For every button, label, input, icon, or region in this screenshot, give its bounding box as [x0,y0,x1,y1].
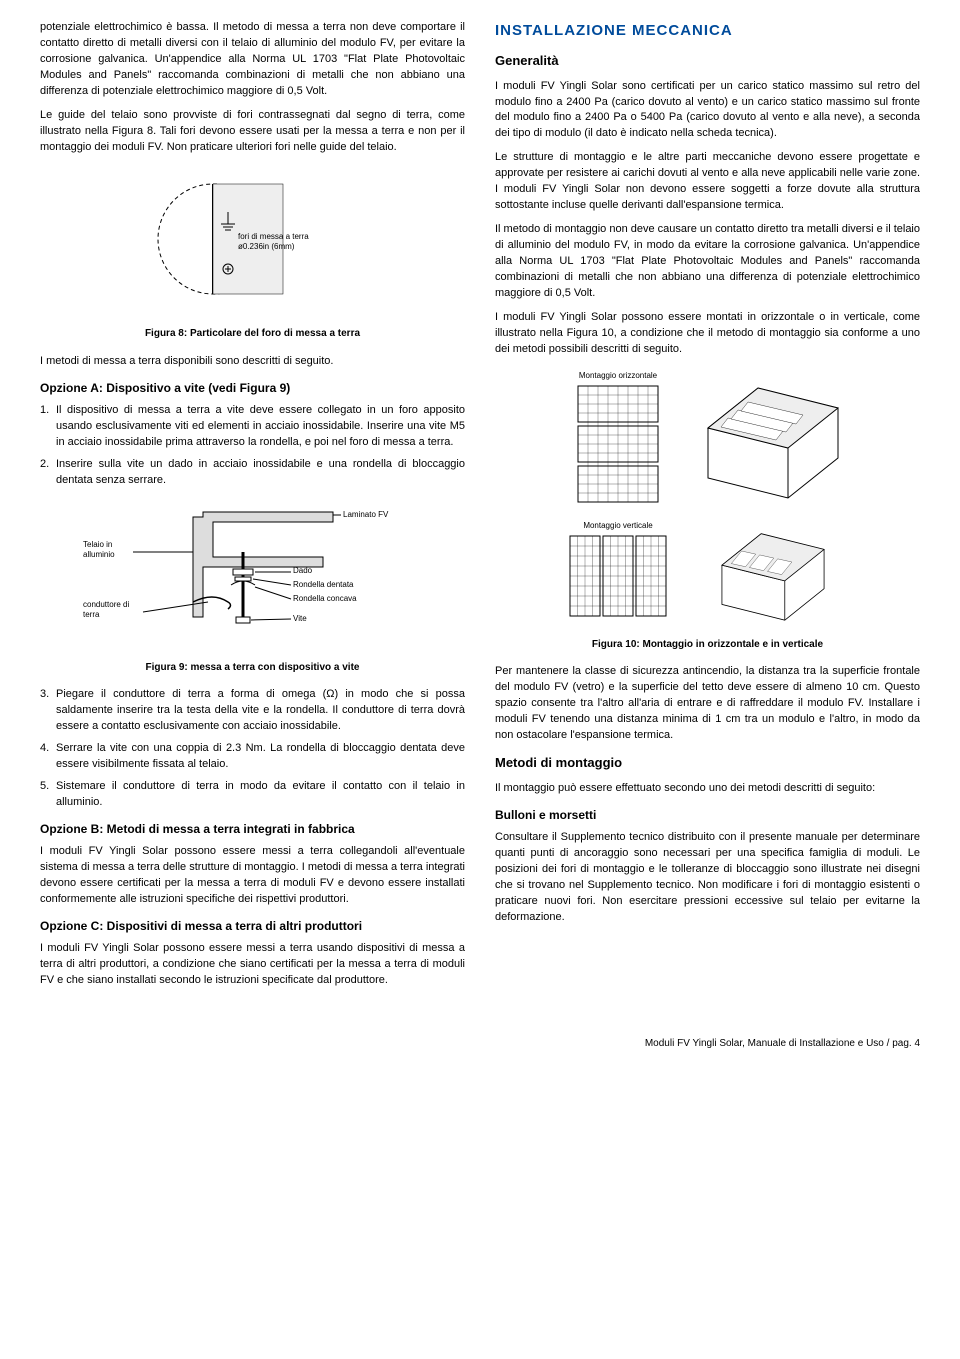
list-item: 5.Sistemare il conduttore di terra in mo… [40,779,465,811]
option-b-p: I moduli FV Yingli Solar possono essere … [40,844,465,908]
option-b-title: Opzione B: Metodi di messa a terra integ… [40,821,465,838]
list-item: 2.Inserire sulla vite un dado in acciaio… [40,457,465,489]
fig8-label1: fori di messa a terra [238,232,309,241]
figure-9: Laminato FV Telaio in alluminio condutto… [40,497,465,653]
right-column: INSTALLAZIONE MECCANICA Generalità I mod… [495,20,920,997]
fig10-caption: Figura 10: Montaggio in orizzontale e in… [495,638,920,653]
right-p7: Consultare il Supplemento tecnico distri… [495,830,920,926]
fig9-caption: Figura 9: messa a terra con dispositivo … [40,661,465,676]
list-item: 4.Serrare la vite con una coppia di 2.3 … [40,741,465,773]
right-p6: Il montaggio può essere effettuato secon… [495,781,920,797]
right-p3: Il metodo di montaggio non deve causare … [495,222,920,302]
right-p1: I moduli FV Yingli Solar sono certificat… [495,79,920,143]
list-item: 1.Il dispositivo di messa a terra a vite… [40,403,465,451]
svg-text:Rondella dentata: Rondella dentata [293,580,354,589]
subheading-generalita: Generalità [495,52,920,71]
left-column: potenziale elettrochimico è bassa. Il me… [40,20,465,997]
list-item: 3.Piegare il conduttore di terra a forma… [40,687,465,735]
subheading-metodi: Metodi di montaggio [495,754,920,773]
subheading-bulloni: Bulloni e morsetti [495,807,920,824]
svg-text:Telaio in: Telaio in [83,540,112,549]
left-p1: potenziale elettrochimico è bassa. Il me… [40,20,465,100]
svg-text:Rondella concava: Rondella concava [293,594,357,603]
svg-text:Montaggio orizzontale: Montaggio orizzontale [578,371,657,380]
right-p4: I moduli FV Yingli Solar possono essere … [495,310,920,358]
fig8-caption: Figura 8: Particolare del foro di messa … [40,327,465,342]
left-p2: Le guide del telaio sono provviste di fo… [40,108,465,156]
figure-8: fori di messa a terra ø0.236in (6mm) [40,164,465,320]
option-a-title: Opzione A: Dispositivo a vite (vedi Figu… [40,380,465,397]
svg-text:terra: terra [83,610,100,619]
section-heading: INSTALLAZIONE MECCANICA [495,20,920,42]
svg-text:Dado: Dado [293,566,313,575]
fig8-label2: ø0.236in (6mm) [238,242,295,251]
figure-10: Montaggio orizzontale [495,368,920,628]
right-p2: Le strutture di montaggio e le altre par… [495,150,920,214]
option-c-p: I moduli FV Yingli Solar possono essere … [40,941,465,989]
left-p3: I metodi di messa a terra disponibili so… [40,354,465,370]
svg-text:conduttore di: conduttore di [83,600,129,609]
option-c-title: Opzione C: Dispositivi di messa a terra … [40,918,465,935]
svg-text:Vite: Vite [293,614,307,623]
page-footer: Moduli FV Yingli Solar, Manuale di Insta… [40,1037,920,1052]
svg-text:alluminio: alluminio [83,550,115,559]
svg-text:Laminato FV: Laminato FV [343,510,389,519]
right-p5: Per mantenere la classe di sicurezza ant… [495,664,920,744]
svg-text:Montaggio verticale: Montaggio verticale [583,521,653,530]
